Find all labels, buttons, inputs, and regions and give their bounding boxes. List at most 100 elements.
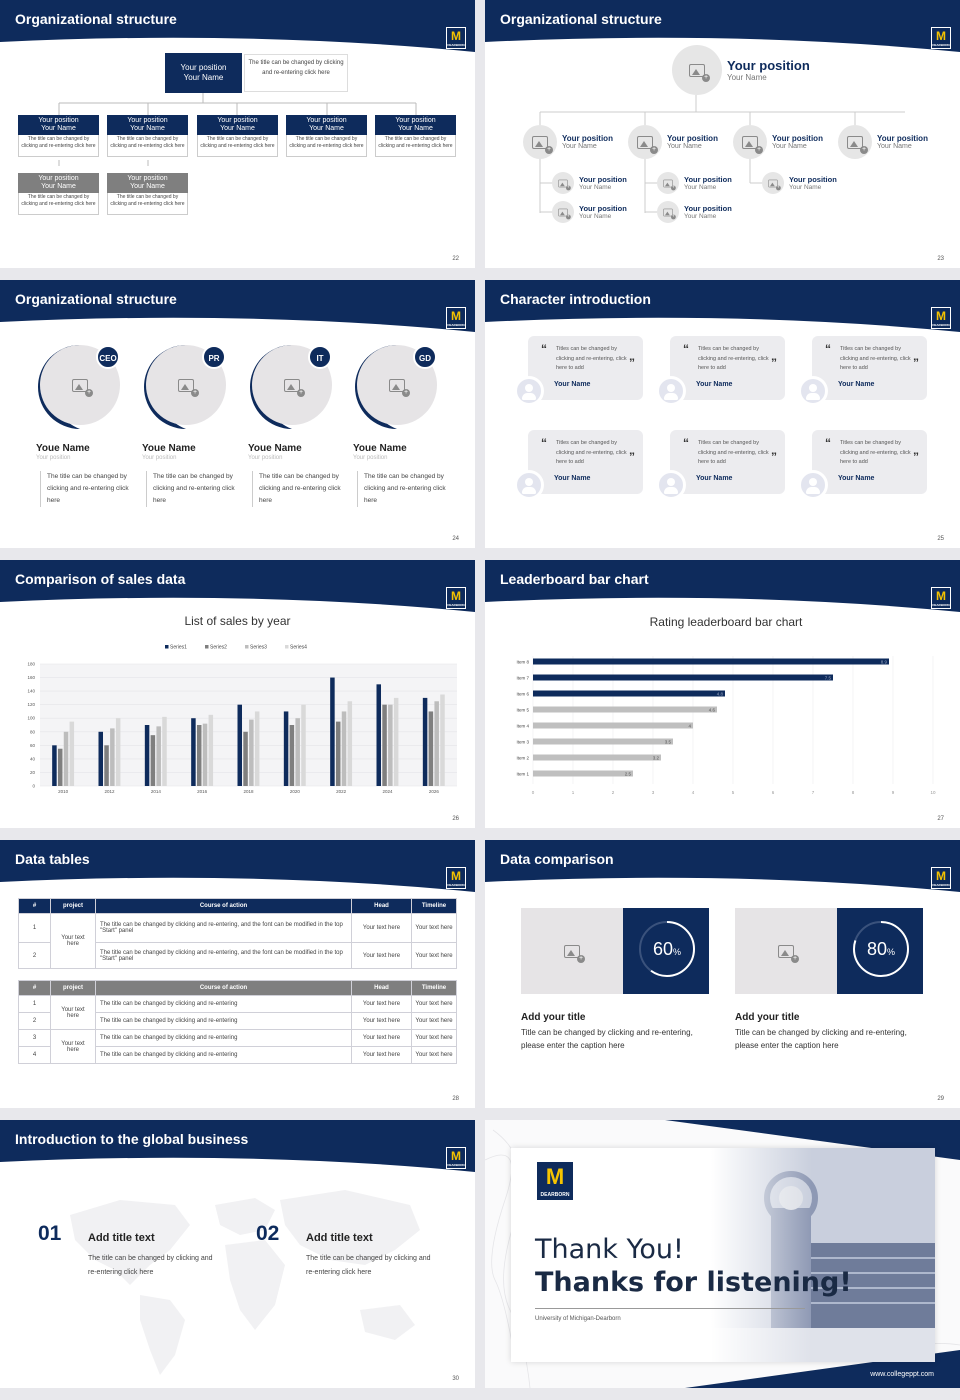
world-map-background [70, 1190, 420, 1375]
page-number: 27 [937, 816, 944, 822]
org-box[interactable]: Your position Your Name The title can be c… [18, 173, 99, 215]
percent-value: 60% [652, 939, 682, 959]
member-name: Youe Name [248, 443, 302, 454]
university-logo: M [446, 867, 466, 889]
bar-series4 [69, 721, 75, 786]
image-placeholder-icon [663, 208, 676, 219]
slide-header [0, 560, 475, 612]
org-box[interactable]: Your position Your Name The title can be c… [18, 115, 99, 157]
bar-series1 [191, 718, 196, 786]
table-row: 2 The title can be changed by clicking a… [18, 942, 457, 969]
x-tick-label: 2014 [151, 789, 162, 794]
org-box[interactable]: Your position Your Name The title can be c… [107, 115, 188, 157]
image-placeholder-icon [768, 179, 781, 190]
table-header: project [50, 898, 96, 914]
x-tick-label: 7 [812, 790, 815, 795]
user-avatar-icon [656, 376, 686, 406]
page-number: 22 [452, 256, 459, 262]
x-tick-label: 0 [532, 790, 535, 795]
y-tick-label: 120 [27, 702, 35, 707]
avatar [523, 125, 557, 159]
org-top-box[interactable]: Your position Your Name [165, 53, 242, 93]
testimonial-card: “ ” Titles can be changed by clicking and … [528, 430, 643, 494]
x-tick-label: 2010 [58, 789, 69, 794]
table-header: Timeline [411, 980, 457, 996]
bar [533, 722, 693, 729]
org-desc: The title can be changed by clicking and… [286, 135, 367, 157]
testimonial-name: Your Name [554, 475, 591, 482]
chart-title: Rating leaderboard bar chart [649, 615, 803, 629]
testimonial-text: Titles can be changed by clicking and re… [556, 440, 627, 465]
node-position: Your position [579, 175, 627, 184]
slide-title: Organizational structure [500, 11, 662, 27]
bar-series4 [208, 714, 214, 786]
org-position: Your position [127, 117, 168, 124]
member-name: Youe Name [142, 443, 196, 454]
bar [533, 690, 725, 697]
node-position: Your position [667, 134, 718, 143]
node-name: Your Name [579, 184, 612, 191]
testimonial-text: Titles can be changed by clicking and re… [698, 346, 769, 371]
testimonial-text: Titles can be changed by clicking and re… [840, 440, 911, 465]
university-logo: M [931, 27, 951, 49]
bar-series1 [283, 711, 289, 786]
item-title: Add title text [306, 1232, 373, 1244]
bar-series2 [428, 711, 434, 786]
slide-title: Organizational structure [15, 291, 177, 307]
bar [533, 706, 717, 713]
card-text: Title can be changed by clicking and re-… [521, 1028, 693, 1050]
testimonial-card: “ ” Titles can be changed by clicking and … [670, 336, 785, 400]
y-tick-label: 140 [27, 689, 35, 694]
org-box[interactable]: Your position Your Name The title can be c… [107, 173, 188, 215]
slide-22: Organizational structure M Your position… [0, 0, 475, 268]
org-desc: The title can be changed by clicking and… [107, 193, 188, 215]
org-box[interactable]: Your position Your Name The title can be c… [197, 115, 278, 157]
table-row: 1 Your text here The title can be change… [18, 913, 457, 969]
item-number: 02 [256, 1222, 280, 1245]
close-quote-icon: ” [771, 450, 777, 464]
org-box[interactable]: Your position Your Name The title can be c… [286, 115, 367, 157]
bar-series2 [243, 731, 248, 786]
org-box[interactable]: Your position Your Name The title can be c… [375, 115, 456, 157]
org-top-name: Your Name [183, 73, 224, 82]
slide-header [0, 280, 475, 332]
legend-label: Series2 [210, 645, 227, 651]
bar-series3 [156, 726, 161, 786]
x-tick-label: 2012 [104, 789, 115, 794]
avatar [762, 172, 784, 194]
org-desc: The title can be changed by clicking and… [18, 193, 99, 215]
testimonial-name: Your Name [838, 381, 875, 388]
legend-label: Series3 [250, 645, 267, 651]
y-tick-label: Item 8 [516, 660, 529, 665]
x-tick-label: 2020 [290, 789, 301, 794]
website-link[interactable]: www.collegeppt.com [870, 1371, 934, 1378]
slide-title: Character introduction [500, 291, 651, 307]
testimonial-name: Your Name [554, 381, 591, 388]
testimonial-text: Titles can be changed by clicking and re… [698, 440, 769, 465]
bar-series3 [63, 731, 69, 786]
divider [535, 1308, 805, 1309]
table-row: 1 Your text here The title can be change… [18, 995, 457, 1030]
slide-title: Introduction to the global business [15, 1131, 249, 1147]
bar-series2 [335, 721, 341, 786]
org-desc: The title can be changed by clicking and… [18, 135, 99, 157]
page-number: 25 [937, 536, 944, 542]
image-placeholder [735, 908, 837, 994]
member-position: Your position [353, 455, 388, 461]
bar-series2 [57, 748, 63, 786]
legend-label: Series4 [290, 645, 307, 651]
table-header: project [50, 980, 96, 996]
user-avatar-icon [514, 376, 544, 406]
testimonial-text: Titles can be changed by clicking and re… [840, 346, 911, 371]
